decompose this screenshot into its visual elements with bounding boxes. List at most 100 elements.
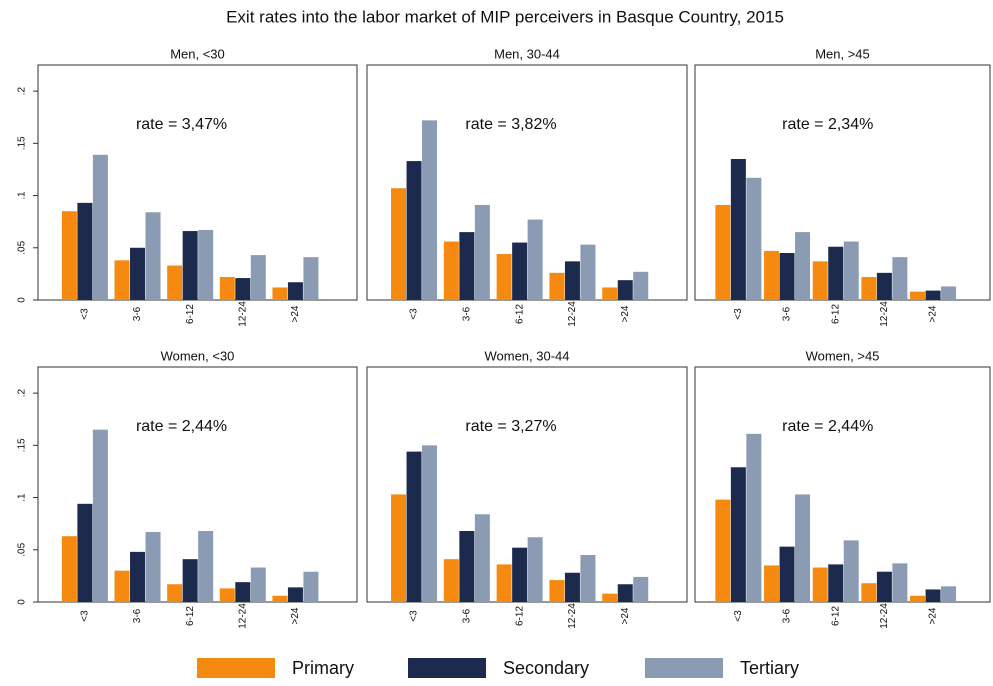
bar (219, 588, 235, 602)
panel-title: Men, 30-44 (494, 46, 560, 61)
x-tick-label: 6-12 (185, 606, 196, 626)
x-tick-label: >24 (290, 305, 301, 322)
x-tick-label: 3-6 (782, 306, 793, 321)
bar (617, 280, 633, 300)
bar (549, 272, 565, 300)
bar (764, 250, 780, 300)
bar (876, 272, 892, 300)
bar (198, 530, 214, 602)
x-tick-label: >24 (620, 305, 631, 322)
chart-title: Exit rates into the labor market of MIP … (226, 7, 784, 26)
bar (77, 202, 93, 300)
panel-title: Men, <30 (170, 46, 225, 61)
y-tick-label: 0 (17, 297, 28, 303)
bar (730, 467, 746, 602)
x-tick-label: 6-12 (514, 606, 525, 626)
x-tick-label: <3 (409, 610, 420, 622)
bar (602, 593, 618, 602)
bar (182, 559, 198, 602)
bar (235, 278, 251, 300)
x-tick-label: 3-6 (132, 608, 143, 623)
bar (198, 230, 214, 300)
bar (272, 595, 288, 602)
x-tick-label: 12-24 (879, 603, 890, 629)
bar (250, 255, 266, 300)
x-tick-label: <3 (733, 610, 744, 622)
bar (779, 546, 795, 602)
panel-title: Women, >45 (806, 348, 880, 363)
bar (167, 265, 183, 300)
bar (910, 595, 926, 602)
bar (391, 494, 407, 602)
legend-label: Primary (292, 658, 354, 678)
bar (795, 494, 811, 602)
bar (114, 260, 130, 300)
bar (812, 261, 828, 300)
annotation: rate = 2,44% (782, 418, 873, 435)
bar (828, 246, 844, 300)
bar (459, 530, 475, 602)
bar (941, 286, 957, 300)
legend-swatch (645, 658, 723, 678)
x-tick-label: 3-6 (782, 608, 793, 623)
bar (843, 241, 859, 300)
legend-label: Tertiary (740, 658, 799, 678)
x-tick-label: 3-6 (132, 306, 143, 321)
bar (861, 277, 877, 300)
bar (250, 567, 266, 602)
bar (633, 271, 649, 300)
bar (474, 514, 490, 602)
bar (61, 211, 77, 300)
bar (443, 241, 459, 300)
x-tick-label: 12-24 (567, 603, 578, 629)
bar (512, 547, 528, 602)
annotation: rate = 3,27% (465, 418, 556, 435)
bar (910, 291, 926, 300)
x-tick-label: <3 (80, 610, 91, 622)
panel-title: Men, >45 (815, 46, 870, 61)
bar (145, 212, 161, 300)
annotation: rate = 3,82% (465, 116, 556, 133)
bar (92, 154, 108, 300)
bar (167, 584, 183, 602)
bar (715, 204, 731, 300)
bar (496, 254, 512, 300)
bar (61, 536, 77, 602)
y-tick-label: .15 (17, 438, 28, 452)
y-tick-label: .2 (17, 389, 28, 398)
x-tick-label: >24 (620, 607, 631, 624)
y-tick-label: .1 (17, 191, 28, 200)
x-tick-label: 6-12 (514, 304, 525, 324)
bar (303, 257, 319, 300)
x-tick-label: 6-12 (830, 304, 841, 324)
panel-title: Women, 30-44 (484, 348, 569, 363)
bar (602, 287, 618, 300)
bar (130, 247, 146, 300)
bar (496, 564, 512, 602)
legend-swatch (408, 658, 486, 678)
bar (617, 584, 633, 602)
bar (182, 231, 198, 300)
bar (77, 503, 93, 602)
bar (746, 177, 762, 300)
bar (779, 253, 795, 300)
y-tick-label: .05 (17, 240, 28, 254)
x-tick-label: 6-12 (830, 606, 841, 626)
bar (145, 532, 161, 602)
panel-title: Women, <30 (161, 348, 235, 363)
bar (422, 120, 438, 300)
x-tick-label: 3-6 (461, 306, 472, 321)
x-tick-label: >24 (928, 607, 939, 624)
bar (892, 563, 908, 602)
x-tick-label: 6-12 (185, 304, 196, 324)
bar (764, 565, 780, 602)
bar (730, 159, 746, 300)
bar (391, 188, 407, 300)
bar (114, 570, 130, 602)
y-tick-label: .05 (17, 542, 28, 556)
bar (287, 282, 303, 300)
bar (812, 567, 828, 602)
x-tick-label: <3 (409, 308, 420, 320)
bar (527, 537, 543, 602)
